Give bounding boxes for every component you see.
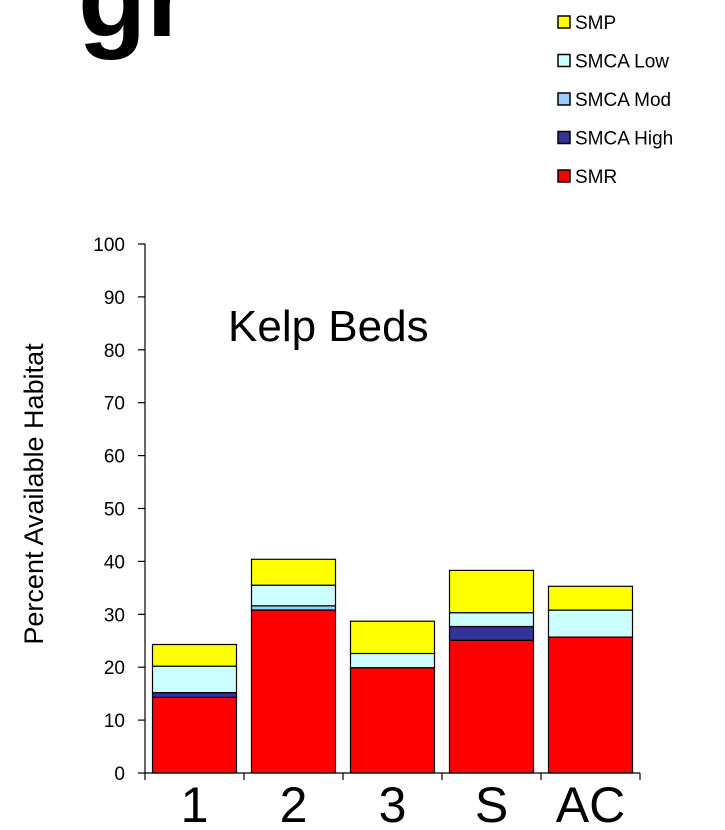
- bar-segment-smca-high-cat-1: [151, 691, 238, 698]
- bar-segment-smp-cat-3: [349, 620, 436, 655]
- bar-segment-smca-mod-cat-2: [250, 605, 337, 611]
- bar-segment-smp-cat-1: [151, 643, 238, 667]
- bar-segment-smca-low-cat-3: [349, 652, 436, 669]
- y-tick-labels: 0 10 20 30 40 50 60 70 80 90 100: [93, 235, 125, 785]
- x-tick-label-2: 2: [280, 777, 308, 830]
- y-tick-label-10: 10: [104, 711, 125, 732]
- bar-segment-smca-high-cat-s: [448, 625, 535, 641]
- bars-layer: [151, 558, 634, 774]
- legend-swatch-smca-low: [557, 53, 571, 68]
- bar-segment-smca-low-cat-2: [250, 584, 337, 607]
- bar-segment-smr-cat-s: [448, 639, 535, 774]
- y-tick-label-30: 30: [104, 605, 125, 626]
- chart-title: Kelp Beds: [228, 302, 429, 351]
- bar-segment-smr-cat-3: [349, 667, 436, 774]
- legend-swatch-smca-mod: [557, 92, 571, 106]
- y-tick-label-100: 100: [93, 235, 125, 256]
- legend-label-smca-low: SMCA Low: [575, 52, 669, 73]
- legend-swatch-smp: [557, 15, 571, 29]
- bar-segment-smp-cat-ac: [547, 585, 634, 611]
- legend-label-smr: SMR: [575, 167, 617, 188]
- legend-swatch-smca-high: [557, 130, 571, 145]
- bar-segment-smr-cat-ac: [547, 636, 634, 774]
- x-tick-label-s: S: [475, 777, 508, 830]
- x-tick-label-ac: AC: [556, 777, 625, 830]
- legend-label-smp: SMP: [575, 13, 616, 34]
- x-tick-labels: 1 2 3 S AC: [181, 777, 626, 830]
- legend-label-smca-high: SMCA High: [575, 129, 673, 150]
- bar-segment-smca-low-cat-s: [448, 612, 535, 628]
- bar-segment-smp-cat-2: [250, 558, 337, 586]
- x-tick-label-3: 3: [379, 777, 407, 830]
- y-tick-label-70: 70: [104, 394, 125, 415]
- legend-label-smca-mod: SMCA Mod: [575, 90, 671, 111]
- y-tick-label-20: 20: [104, 658, 125, 679]
- bar-segment-smr-cat-1: [151, 696, 238, 774]
- legend-swatch-smr: [557, 169, 571, 183]
- y-tick-label-40: 40: [104, 552, 125, 573]
- x-tick-label-1: 1: [181, 777, 209, 830]
- bar-segment-smp-cat-s: [448, 569, 535, 614]
- y-tick-label-90: 90: [104, 288, 125, 309]
- y-axis-title: Percent Available Habitat: [19, 343, 49, 645]
- y-tick-label-60: 60: [104, 447, 125, 468]
- y-tick-label-0: 0: [114, 764, 125, 785]
- axes: [138, 243, 641, 780]
- y-tick-label-50: 50: [104, 500, 125, 521]
- bar-segment-smr-cat-2: [250, 609, 337, 774]
- bar-segment-smca-low-cat-1: [151, 665, 238, 694]
- bar-segment-smca-low-cat-ac: [547, 609, 634, 638]
- slide-heading: gr g: [78, 0, 725, 60]
- y-tick-label-80: 80: [104, 341, 125, 362]
- legend: SMP SMCA Low SMCA Mod SMCA High SMR: [557, 13, 673, 188]
